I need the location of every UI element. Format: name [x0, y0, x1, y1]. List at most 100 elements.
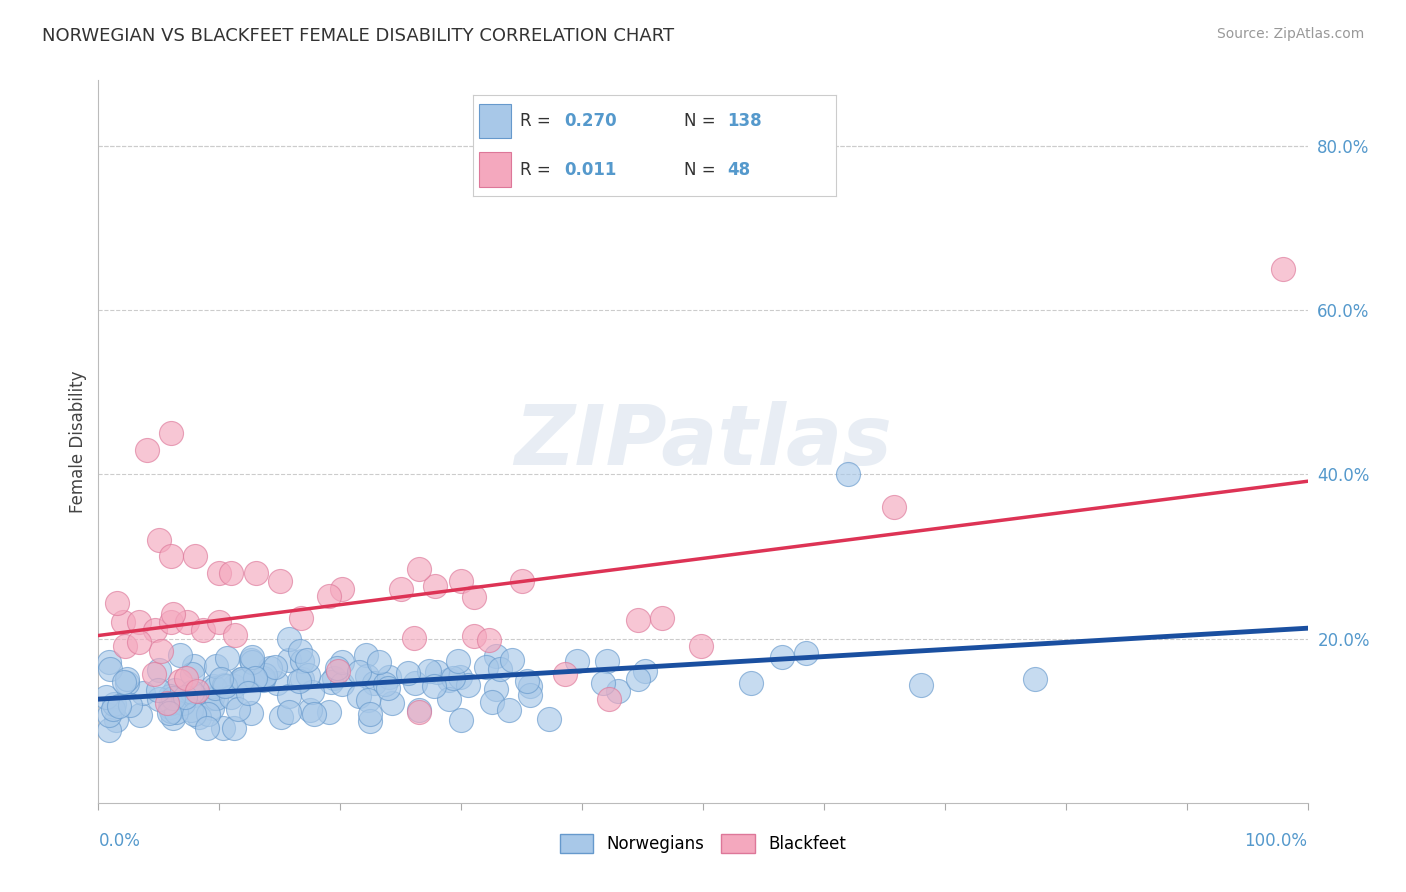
- Point: [174, 690, 197, 704]
- Point: [114, 639, 136, 653]
- Point: [224, 628, 246, 642]
- Point: [169, 648, 191, 662]
- Point: [1024, 673, 1046, 687]
- Point: [357, 693, 380, 707]
- Point: [240, 653, 263, 667]
- Text: 100.0%: 100.0%: [1244, 831, 1308, 850]
- Point: [105, 596, 128, 610]
- Point: [519, 689, 541, 703]
- Point: [148, 533, 170, 547]
- Point: [266, 675, 288, 690]
- Point: [359, 706, 381, 721]
- Point: [441, 671, 464, 685]
- Point: [197, 706, 219, 721]
- Point: [596, 654, 619, 668]
- Point: [180, 703, 202, 717]
- Point: [214, 679, 236, 693]
- Point: [159, 689, 181, 703]
- Point: [101, 701, 124, 715]
- Point: [450, 713, 472, 727]
- Point: [519, 679, 541, 693]
- Point: [165, 705, 187, 719]
- Point: [368, 655, 391, 669]
- Point: [226, 702, 249, 716]
- Point: [98, 662, 121, 676]
- Point: [770, 649, 793, 664]
- Point: [201, 679, 224, 693]
- Point: [103, 697, 125, 711]
- Point: [485, 649, 508, 664]
- Point: [318, 589, 340, 603]
- Point: [449, 670, 471, 684]
- Point: [489, 662, 512, 676]
- Point: [278, 689, 301, 703]
- Point: [437, 692, 460, 706]
- Point: [426, 665, 449, 679]
- Point: [135, 442, 157, 457]
- Point: [330, 677, 353, 691]
- Point: [143, 624, 166, 638]
- Point: [740, 676, 762, 690]
- Point: [160, 426, 183, 441]
- Point: [538, 712, 561, 726]
- Point: [485, 681, 508, 696]
- Point: [183, 707, 205, 722]
- Point: [98, 655, 121, 669]
- Point: [115, 672, 138, 686]
- Point: [463, 629, 485, 643]
- Point: [408, 703, 430, 717]
- Text: ZIPatlas: ZIPatlas: [515, 401, 891, 482]
- Point: [188, 710, 211, 724]
- Point: [159, 700, 181, 714]
- Point: [242, 655, 264, 669]
- Point: [423, 579, 446, 593]
- Point: [205, 690, 228, 705]
- Point: [606, 684, 628, 698]
- Point: [264, 660, 287, 674]
- Point: [155, 696, 177, 710]
- Point: [205, 658, 228, 673]
- Legend: Norwegians, Blackfeet: Norwegians, Blackfeet: [554, 827, 852, 860]
- Point: [883, 500, 905, 514]
- Point: [481, 696, 503, 710]
- Point: [291, 672, 314, 686]
- Point: [690, 639, 713, 653]
- Point: [330, 655, 353, 669]
- Y-axis label: Female Disability: Female Disability: [69, 370, 87, 513]
- Point: [204, 681, 226, 695]
- Point: [174, 671, 197, 685]
- Point: [146, 682, 169, 697]
- Point: [501, 653, 523, 667]
- Point: [319, 674, 342, 689]
- Point: [326, 661, 349, 675]
- Point: [396, 666, 419, 681]
- Point: [356, 669, 378, 683]
- Point: [278, 632, 301, 647]
- Point: [229, 672, 252, 686]
- Point: [132, 686, 155, 700]
- Point: [221, 566, 243, 580]
- Point: [389, 582, 412, 597]
- Point: [794, 646, 817, 660]
- Point: [222, 679, 245, 693]
- Point: [160, 549, 183, 564]
- Point: [105, 713, 128, 727]
- Point: [165, 682, 187, 697]
- Point: [447, 654, 470, 668]
- Point: [212, 678, 235, 692]
- Point: [354, 648, 377, 662]
- Point: [418, 664, 440, 678]
- Point: [408, 562, 430, 576]
- Point: [837, 467, 859, 482]
- Point: [408, 705, 430, 719]
- Point: [162, 711, 184, 725]
- Point: [475, 659, 498, 673]
- Point: [554, 666, 576, 681]
- Point: [96, 690, 118, 705]
- Point: [347, 665, 370, 680]
- Point: [252, 673, 274, 688]
- Point: [298, 703, 321, 717]
- Point: [288, 644, 311, 658]
- Point: [148, 663, 170, 677]
- Point: [377, 681, 399, 695]
